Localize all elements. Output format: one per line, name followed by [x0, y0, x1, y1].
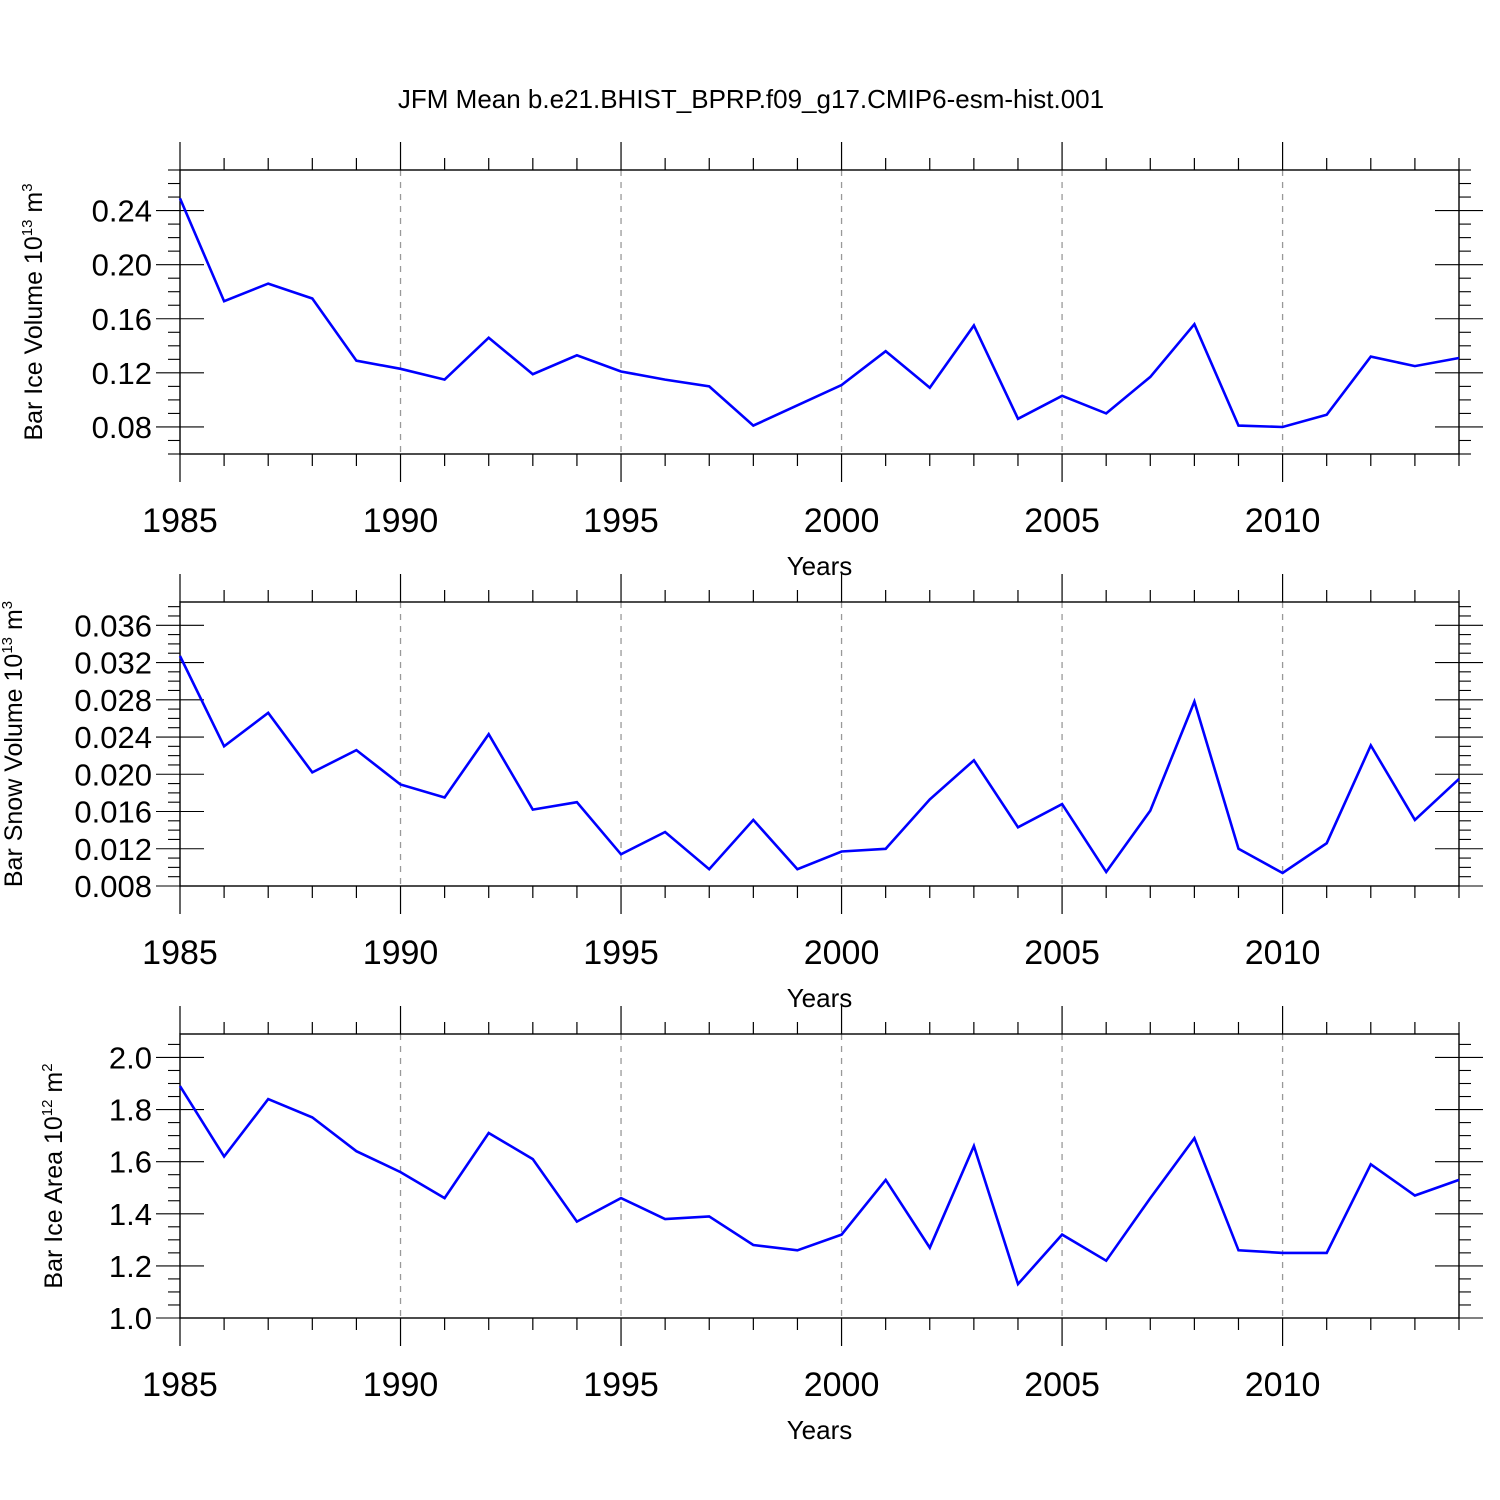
y-tick-label: 0.24 [92, 194, 152, 229]
y-tick-label: 0.20 [92, 248, 152, 283]
y-tick-label: 0.032 [74, 646, 152, 681]
chart-panel-2: 0.0080.0120.0160.0200.0240.0280.0320.036… [0, 574, 1483, 1013]
chart-panel-3: 1.0 1.2 1.4 1.6 1.8 2.0 1985 1990 1995 2000 2005 20… [39, 1006, 1483, 1445]
y-tick-label: 0.020 [74, 757, 152, 792]
y-axis-label-text: Bar Ice Volume 10 [20, 236, 48, 440]
y-axis-label-exponent: 13 [19, 220, 36, 237]
y-tick-label: 0.016 [74, 795, 152, 830]
y-axis-label-unit: m [0, 609, 28, 637]
x-tick-label: 1985 [142, 1366, 218, 1404]
y-tick-label: 1.4 [109, 1197, 152, 1232]
y-axis-label: Bar Ice Volume 1013 m3 [19, 183, 48, 440]
x-tick-label: 2005 [1024, 1366, 1100, 1404]
y-tick-label: 0.08 [92, 410, 152, 445]
x-tick-label: 1990 [363, 502, 439, 540]
series-line-1 [178, 655, 1460, 875]
x-axis-label: Years [787, 1415, 853, 1445]
x-tick-label: 2010 [1245, 502, 1321, 540]
x-tick-label: 2000 [804, 502, 880, 540]
y-axis-label-exponent: 13 [0, 637, 16, 654]
y-tick-label: 1.6 [109, 1145, 152, 1180]
x-tick-label: 1995 [583, 934, 659, 972]
y-tick-label: 0.024 [74, 720, 152, 755]
y-tick-label: 0.012 [74, 832, 152, 867]
y-axis-label-unit: m [20, 192, 48, 220]
x-tick-label: 2010 [1245, 934, 1321, 972]
chart-panel-1: 0.08 0.12 0.16 0.20 0.24 1985 1990 1995 2000 2005… [19, 142, 1483, 581]
x-axis-label: Years [787, 983, 853, 1013]
series-line-1 [178, 1085, 1460, 1287]
x-tick-label: 1995 [583, 1366, 659, 1404]
x-tick-label: 2000 [804, 934, 880, 972]
y-tick-label: 0.008 [74, 869, 152, 904]
plot-frame [179, 1033, 1460, 1319]
x-axis-label: Years [787, 551, 853, 581]
x-tick-label: 2010 [1245, 1366, 1321, 1404]
x-tick-label: 2005 [1024, 934, 1100, 972]
y-tick-label: 2.0 [109, 1040, 152, 1075]
x-tick-label: 2005 [1024, 502, 1100, 540]
y-axis-label-unit: m [40, 1072, 68, 1100]
y-tick-label: 0.028 [74, 683, 152, 718]
x-tick-label: 1990 [363, 1366, 439, 1404]
y-axis-label-unit-exponent: 3 [0, 601, 16, 609]
y-axis-label-text: Bar Ice Area 10 [40, 1116, 68, 1288]
y-tick-label: 1.8 [109, 1093, 152, 1128]
y-tick-label: 1.0 [109, 1301, 152, 1336]
y-tick-label: 0.16 [92, 302, 152, 337]
y-axis-label-unit-exponent: 2 [39, 1063, 56, 1071]
y-tick-label: 0.036 [74, 608, 152, 643]
plot-frame [179, 601, 1460, 887]
y-axis-label-text: Bar Snow Volume 10 [0, 654, 28, 887]
y-tick-label: 0.12 [92, 356, 152, 391]
series-line-1 [178, 197, 1460, 429]
figure-title: JFM Mean b.e21.BHIST_BPRP.f09_g17.CMIP6-… [398, 84, 1104, 114]
plot-frame [179, 169, 1460, 455]
x-tick-label: 1985 [142, 934, 218, 972]
y-axis-label-unit-exponent: 3 [19, 183, 36, 191]
y-axis-label: Bar Ice Area 1012 m2 [39, 1063, 68, 1288]
x-tick-label: 1995 [583, 502, 659, 540]
x-tick-label: 2000 [804, 1366, 880, 1404]
y-axis-label: Bar Snow Volume 1013 m3 [0, 601, 28, 887]
x-tick-label: 1990 [363, 934, 439, 972]
y-axis-label-exponent: 12 [39, 1100, 56, 1117]
x-tick-label: 1985 [142, 502, 218, 540]
y-tick-label: 1.2 [109, 1249, 152, 1284]
